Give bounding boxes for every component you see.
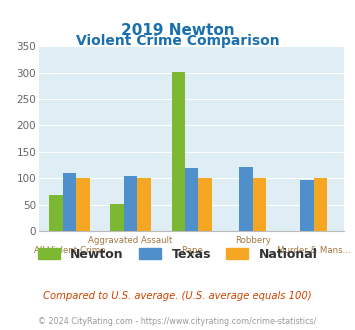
Text: Aggravated Assault: Aggravated Assault — [88, 236, 173, 245]
Bar — [185, 168, 198, 231]
Bar — [171, 72, 185, 231]
Bar — [63, 173, 76, 231]
Bar — [253, 178, 266, 231]
Text: Robbery: Robbery — [235, 236, 271, 245]
Legend: Newton, Texas, National: Newton, Texas, National — [33, 243, 322, 266]
Bar — [314, 178, 327, 231]
Bar — [76, 178, 90, 231]
Bar — [198, 178, 212, 231]
Text: © 2024 CityRating.com - https://www.cityrating.com/crime-statistics/: © 2024 CityRating.com - https://www.city… — [38, 317, 317, 326]
Text: All Violent Crime: All Violent Crime — [34, 246, 105, 255]
Bar — [137, 178, 151, 231]
Bar — [110, 204, 124, 231]
Text: Murder & Mans...: Murder & Mans... — [277, 246, 351, 255]
Bar — [124, 176, 137, 231]
Bar — [49, 195, 63, 231]
Bar — [239, 167, 253, 231]
Text: Rape: Rape — [181, 246, 203, 255]
Text: Violent Crime Comparison: Violent Crime Comparison — [76, 34, 279, 48]
Text: 2019 Newton: 2019 Newton — [121, 23, 234, 38]
Text: Compared to U.S. average. (U.S. average equals 100): Compared to U.S. average. (U.S. average … — [43, 291, 312, 301]
Bar — [300, 180, 314, 231]
